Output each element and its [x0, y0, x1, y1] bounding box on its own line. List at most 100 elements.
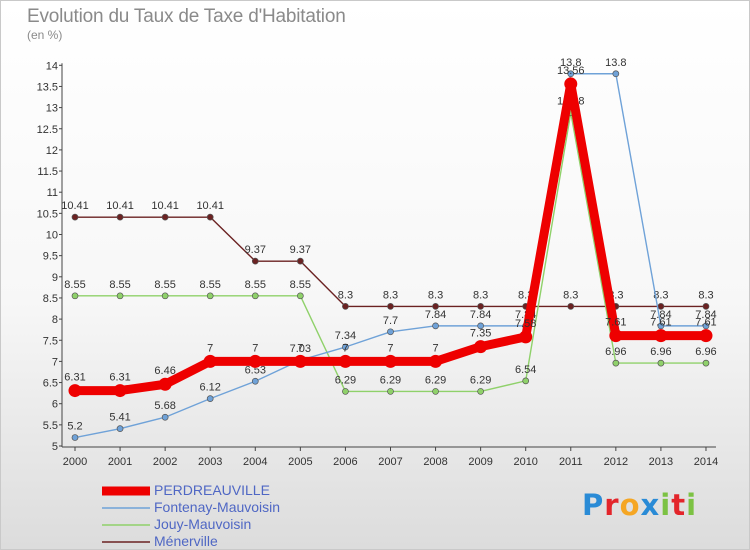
data-point — [609, 329, 623, 343]
data-label: 7 — [432, 342, 438, 354]
data-label: 8.3 — [338, 289, 353, 301]
data-label: 7.7 — [383, 315, 398, 327]
data-point — [702, 359, 710, 367]
data-point — [71, 434, 79, 441]
x-tick-label: 2001 — [108, 456, 132, 468]
data-label: 7.58 — [515, 318, 536, 330]
data-label: 13.8 — [560, 57, 581, 69]
data-label: 5.68 — [154, 400, 175, 412]
data-point — [342, 343, 349, 351]
y-tick-label: 11 — [47, 187, 58, 199]
data-point — [342, 303, 349, 310]
data-point — [206, 213, 214, 221]
y-tick-label: 6 — [52, 399, 58, 411]
data-point — [429, 354, 443, 368]
data-point — [297, 292, 304, 300]
data-label: 5.2 — [67, 421, 82, 433]
x-tick-label: 2003 — [198, 456, 222, 468]
y-tick-label: 14 — [46, 60, 58, 72]
data-point — [387, 303, 394, 310]
data-label: 6.29 — [425, 374, 446, 386]
logo-letter: o — [619, 488, 641, 522]
data-point — [699, 329, 713, 343]
data-label: 8.3 — [563, 289, 578, 301]
x-tick-label: 2004 — [243, 456, 267, 468]
data-point — [116, 425, 124, 433]
data-point — [657, 322, 665, 330]
data-label: 6.31 — [109, 372, 130, 384]
data-label: 8.3 — [473, 289, 488, 301]
data-label: 10.41 — [61, 200, 89, 212]
data-label: 7.84 — [425, 309, 446, 321]
data-point — [116, 213, 124, 221]
data-label: 8.55 — [109, 279, 130, 291]
data-point — [251, 377, 259, 385]
x-tick-label: 2011 — [559, 456, 583, 468]
data-point — [338, 354, 352, 368]
data-label: 5.41 — [109, 412, 130, 424]
legend-swatch — [102, 541, 150, 543]
data-label: 8.3 — [383, 289, 398, 301]
legend-swatch — [102, 486, 150, 496]
data-label: 6.53 — [245, 364, 266, 376]
x-tick-label: 2014 — [694, 456, 718, 468]
y-tick-label: 13 — [46, 103, 58, 115]
data-label: 6.96 — [605, 346, 626, 358]
x-tick-label: 2013 — [649, 456, 673, 468]
y-tick-label: 7.5 — [43, 335, 58, 347]
data-label: 6.54 — [515, 364, 536, 376]
data-point — [251, 257, 259, 265]
data-label: 7 — [252, 342, 258, 354]
data-point — [161, 213, 169, 221]
x-tick-label: 2000 — [63, 456, 87, 468]
data-label: 6.96 — [695, 346, 716, 358]
y-tick-label: 13.5 — [37, 81, 58, 93]
data-point — [71, 292, 79, 300]
data-point — [432, 303, 439, 310]
data-point — [654, 329, 668, 343]
x-tick-label: 2009 — [468, 456, 492, 468]
x-tick-label: 2008 — [423, 456, 447, 468]
data-point — [387, 328, 394, 336]
logo-letter: r — [604, 488, 620, 522]
data-point — [702, 322, 710, 330]
data-point — [657, 359, 665, 367]
y-tick-label: 10 — [46, 230, 58, 242]
data-label: 8.3 — [698, 289, 713, 301]
data-label: 10.41 — [151, 200, 179, 212]
proxiti-logo: Proxiti — [582, 488, 697, 522]
unit-label: (en %) — [27, 28, 63, 42]
data-label: 10.41 — [106, 200, 134, 212]
data-point — [432, 322, 439, 330]
legend-item: Jouy-Mauvoisin — [100, 516, 340, 532]
legend-label: Fontenay-Mauvoisin — [154, 499, 281, 515]
data-point — [564, 77, 578, 91]
data-point — [477, 322, 484, 330]
logo-letter: i — [660, 488, 672, 522]
data-point — [477, 388, 484, 395]
data-point — [342, 388, 349, 395]
data-label: 13.56 — [557, 65, 585, 77]
data-label: 9.37 — [290, 244, 311, 256]
x-tick-label: 2010 — [513, 456, 537, 468]
logo-letter: x — [640, 488, 661, 522]
data-label: 13.8 — [605, 57, 626, 69]
y-tick-label: 9 — [52, 272, 58, 284]
y-tick-label: 11.5 — [37, 166, 58, 178]
data-label: 8.55 — [64, 279, 85, 291]
data-label: 7.35 — [470, 328, 491, 340]
data-label: 7.34 — [335, 330, 356, 342]
data-point — [297, 257, 304, 265]
data-point — [161, 413, 169, 421]
data-point — [432, 388, 439, 395]
data-point — [203, 354, 217, 368]
data-label: 7.84 — [695, 309, 716, 321]
legend-label: Ménerville — [154, 533, 218, 549]
chart-title: Evolution du Taux de Taxe d'Habitation — [27, 6, 346, 27]
data-label: 7.61 — [650, 317, 671, 329]
data-point — [248, 354, 262, 368]
y-tick-label: 6.5 — [43, 378, 58, 390]
y-tick-label: 5 — [52, 441, 58, 453]
